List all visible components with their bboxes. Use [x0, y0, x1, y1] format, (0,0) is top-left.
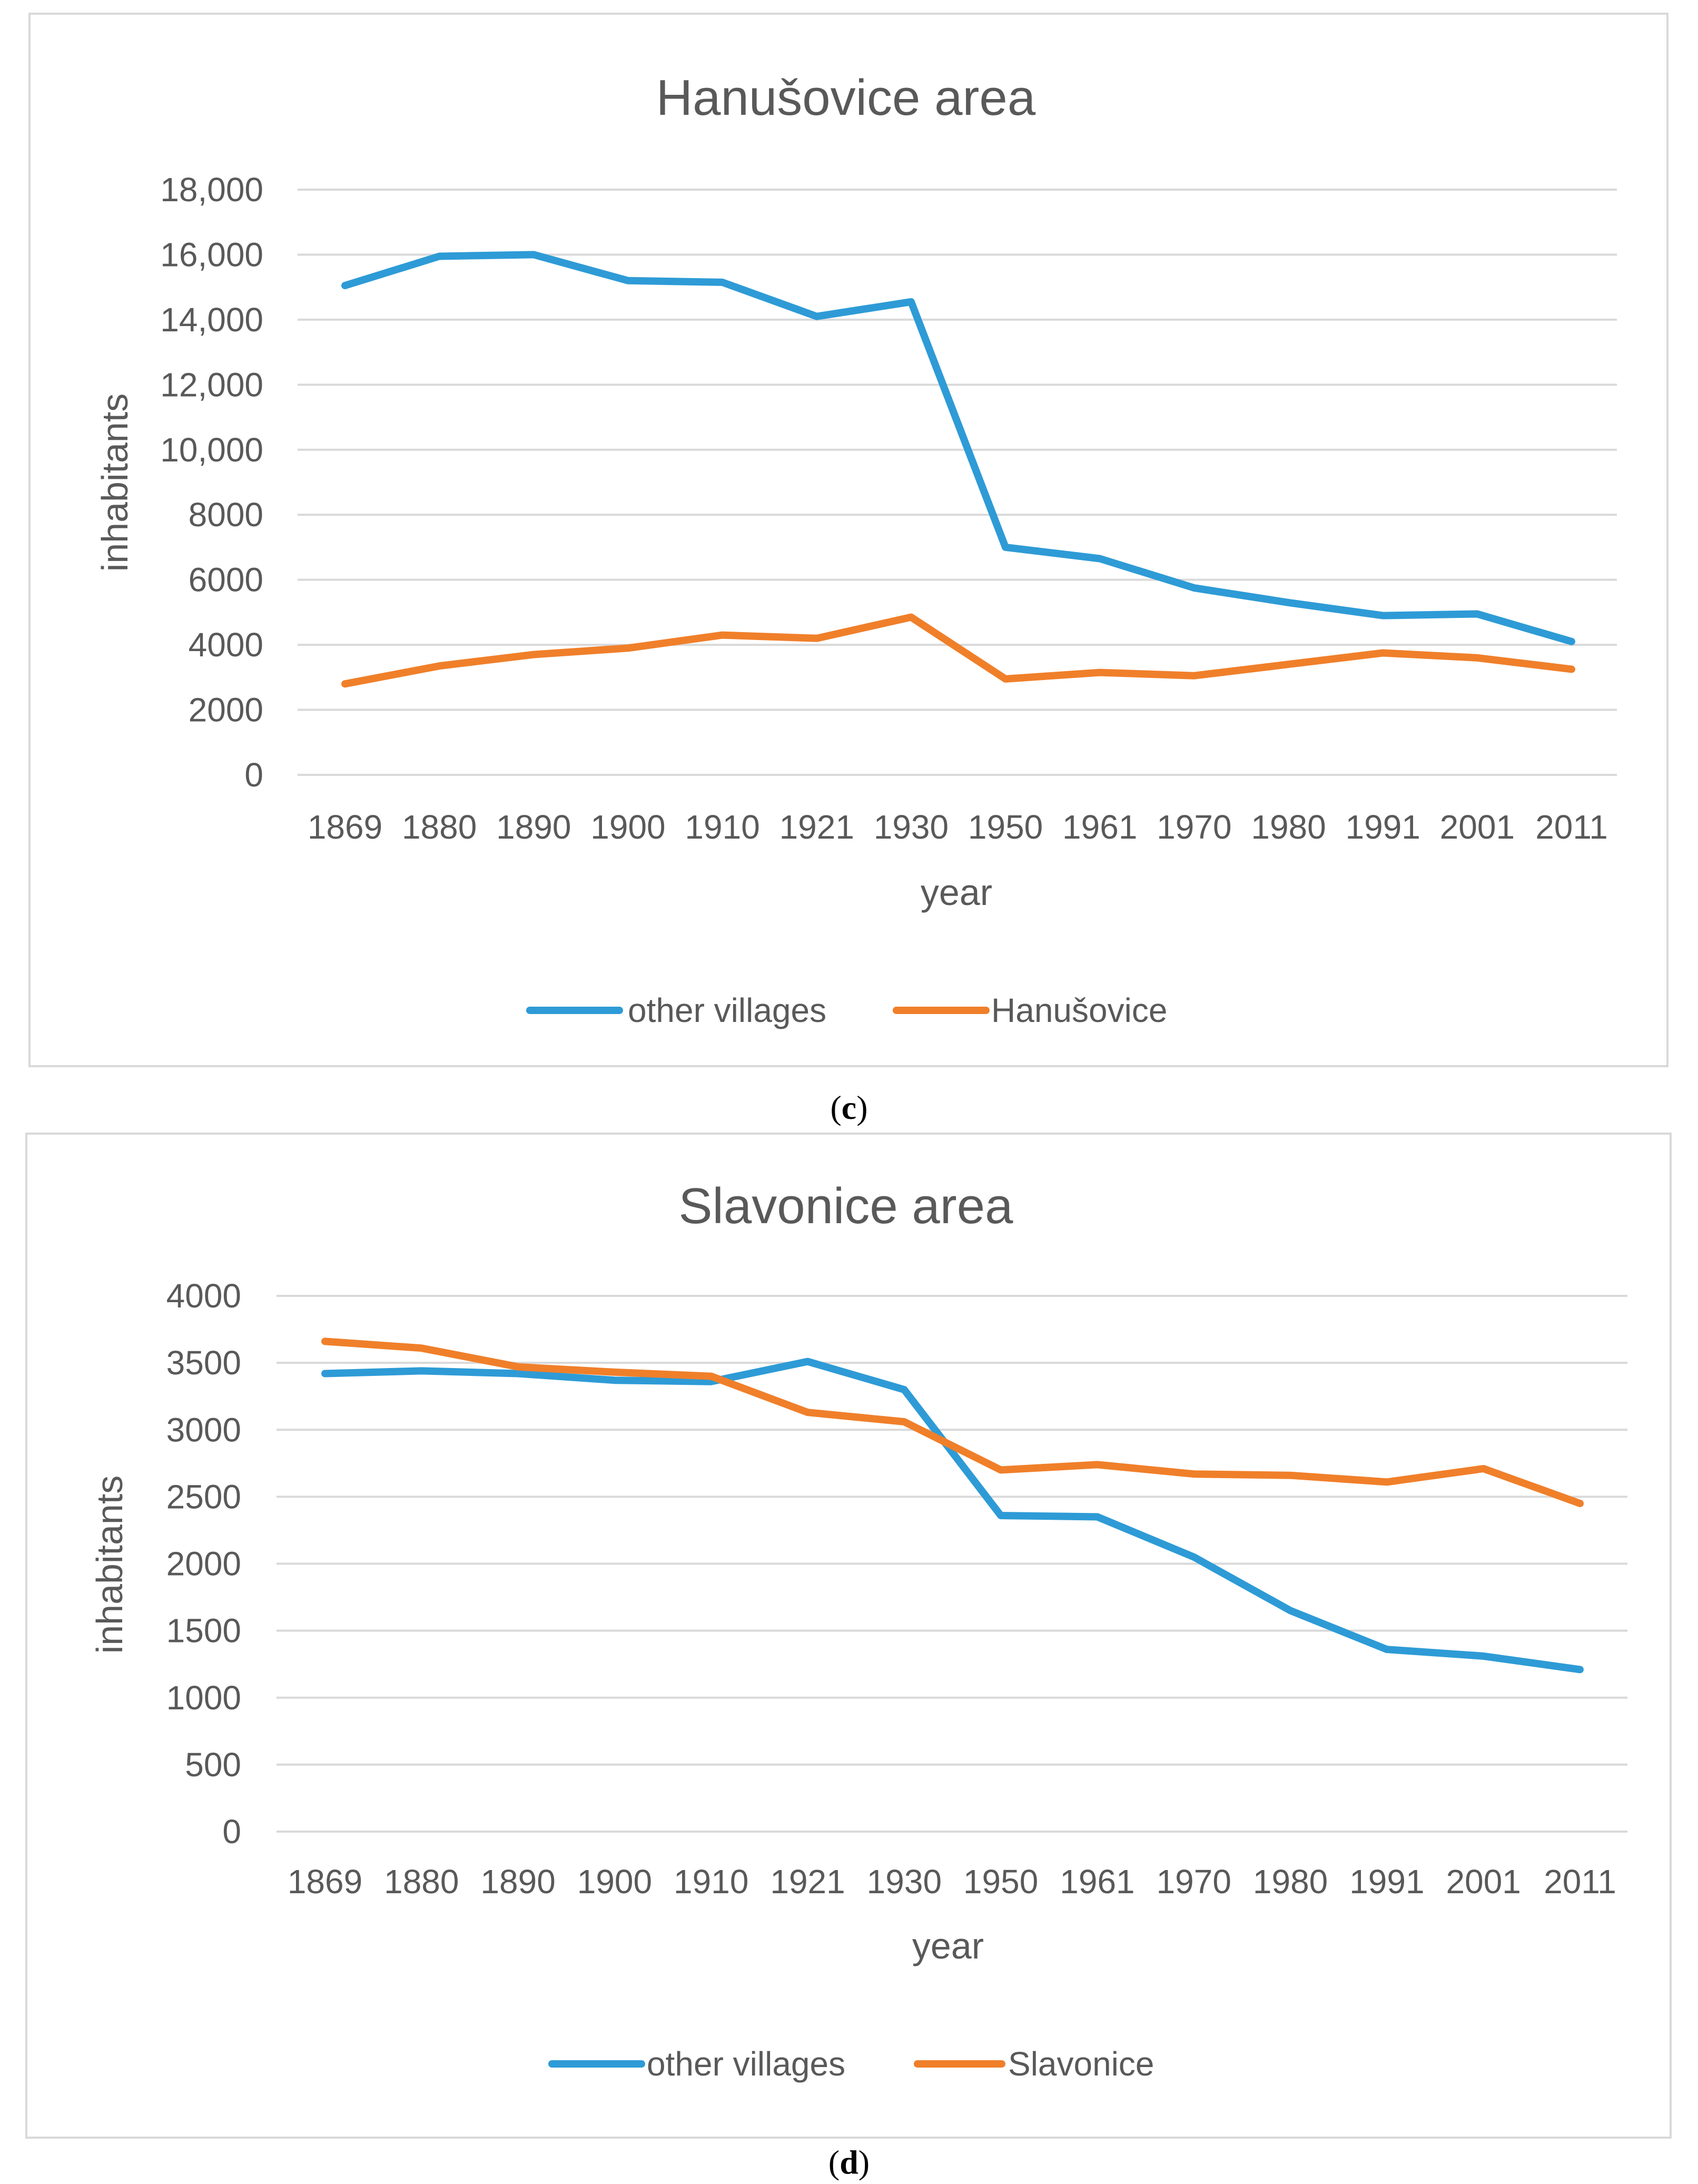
x-tick-label: 2011 [1544, 1863, 1616, 1901]
panel-caption-c: (c) [830, 1089, 867, 1126]
chart-title: Hanušovice area [656, 70, 1036, 126]
y-axis-label: inhabitants [89, 1475, 130, 1654]
y-tick-labels: 0 500 1000 1500 2000 2500 3000 3500 4000 [166, 1277, 241, 1851]
gridlines [277, 1295, 1627, 1833]
data-series [321, 1337, 1584, 1674]
chart-panel-hanusovice: Hanušovice area 0 2000 4000 6000 8000 10,000 1… [28, 13, 1669, 1067]
x-tick-label: 1869 [308, 808, 382, 846]
legend-label-other-villages: other villages [628, 991, 826, 1029]
y-tick-label: 16,000 [160, 235, 263, 273]
y-tick-label: 4000 [189, 626, 263, 664]
y-tick-label: 0 [244, 756, 263, 794]
x-tick-label: 2001 [1440, 808, 1515, 846]
y-axis-label: inhabitants [94, 393, 135, 572]
y-tick-label: 2000 [189, 691, 263, 729]
y-tick-label: 12,000 [160, 366, 263, 404]
chart-frame [28, 13, 1669, 1067]
x-tick-label: 1930 [867, 1863, 942, 1901]
x-tick-label: 1910 [674, 1863, 748, 1901]
x-tick-label: 1950 [968, 808, 1043, 846]
series-line-other-villages [321, 1357, 1584, 1674]
x-tick-label: 1910 [685, 808, 759, 846]
x-tick-label: 1991 [1349, 1863, 1424, 1901]
x-tick-label: 1890 [480, 1863, 555, 1901]
x-axis-label: year [921, 872, 992, 913]
x-tick-label: 2001 [1446, 1863, 1521, 1901]
chart-frame [25, 1133, 1672, 2139]
x-tick-label: 1961 [1062, 808, 1137, 846]
x-tick-labels: 1869 1880 1890 1900 1910 1921 1930 1950 1961 1970… [308, 808, 1608, 846]
chart-title: Slavonice area [678, 1178, 1013, 1234]
x-tick-label: 1900 [590, 808, 665, 846]
y-tick-label: 8000 [189, 496, 263, 534]
y-tick-label: 2000 [166, 1545, 241, 1583]
legend: other villages Slavonice [548, 2045, 1154, 2083]
caption-letter: d [840, 2143, 858, 2181]
x-tick-label: 1961 [1060, 1863, 1134, 1901]
x-tick-label: 1991 [1346, 808, 1420, 846]
y-tick-label: 18,000 [160, 171, 263, 209]
legend-label-other-villages: other villages [647, 2045, 845, 2083]
y-tick-labels: 0 2000 4000 6000 8000 10,000 12,000 14,000 16,00… [160, 171, 263, 794]
caption-letter: c [842, 1089, 856, 1126]
x-tick-label: 1900 [577, 1863, 652, 1901]
y-tick-label: 0 [222, 1813, 241, 1851]
x-tick-label: 1980 [1251, 808, 1326, 846]
y-tick-label: 500 [185, 1746, 241, 1784]
series-line-slavonice [321, 1337, 1584, 1508]
x-tick-label: 1921 [770, 1863, 845, 1901]
x-tick-label: 1921 [779, 808, 854, 846]
legend: other villages Hanušovice [526, 991, 1167, 1029]
panel-caption-d: (d) [828, 2143, 870, 2181]
x-tick-label: 1890 [496, 808, 571, 846]
x-tick-label: 2011 [1535, 808, 1608, 846]
x-axis-label: year [912, 1925, 984, 1966]
legend-label-hanusovice: Hanušovice [991, 991, 1167, 1029]
y-tick-label: 1000 [166, 1679, 241, 1717]
y-tick-label: 3000 [166, 1411, 241, 1449]
y-tick-label: 1500 [166, 1612, 241, 1650]
gridlines [298, 189, 1617, 776]
x-tick-label: 1930 [874, 808, 949, 846]
y-tick-label: 6000 [189, 561, 263, 599]
y-tick-label: 10,000 [160, 431, 263, 469]
x-tick-labels: 1869 1880 1890 1900 1910 1921 1930 1950 1961 1970… [288, 1863, 1616, 1901]
x-tick-label: 1970 [1157, 808, 1231, 846]
y-tick-label: 2500 [166, 1478, 241, 1516]
data-series [341, 251, 1575, 688]
x-tick-label: 1950 [963, 1863, 1038, 1901]
y-tick-label: 4000 [166, 1277, 241, 1315]
x-tick-label: 1880 [402, 808, 477, 846]
x-tick-label: 1970 [1157, 1863, 1231, 1901]
x-tick-label: 1980 [1253, 1863, 1328, 1901]
y-tick-label: 3500 [166, 1344, 241, 1382]
series-line-hanu-ovice [341, 613, 1575, 688]
series-line-other-villages [341, 251, 1575, 645]
y-tick-label: 14,000 [160, 301, 263, 339]
legend-label-slavonice: Slavonice [1008, 2045, 1154, 2083]
x-tick-label: 1869 [288, 1863, 362, 1901]
x-tick-label: 1880 [384, 1863, 459, 1901]
chart-panel-slavonice: Slavonice area 0 500 1000 1500 2000 2500 3000 3… [25, 1133, 1672, 2139]
